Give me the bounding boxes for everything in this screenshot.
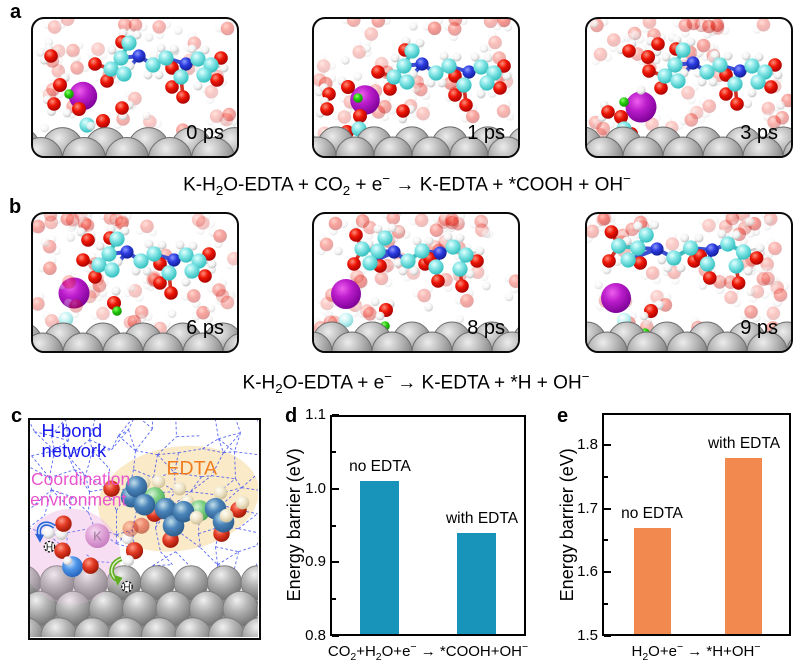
svg-text:EDTA: EDTA [167,458,218,480]
svg-text:H: H [46,543,53,554]
svg-text:environment: environment [30,490,126,510]
svg-text:0 ps: 0 ps [186,122,224,144]
svg-text:1 ps: 1 ps [467,122,505,144]
svg-text:3 ps: 3 ps [740,122,778,144]
svg-text:H-bond: H-bond [42,420,103,441]
svg-text:Coordination: Coordination [31,469,130,489]
svg-text:network: network [42,440,108,461]
svg-text:6 ps: 6 ps [186,317,224,339]
svg-text:8 ps: 8 ps [467,317,505,339]
svg-text:9 ps: 9 ps [740,317,778,339]
svg-text:H: H [123,583,130,594]
svg-text:K: K [93,529,102,544]
